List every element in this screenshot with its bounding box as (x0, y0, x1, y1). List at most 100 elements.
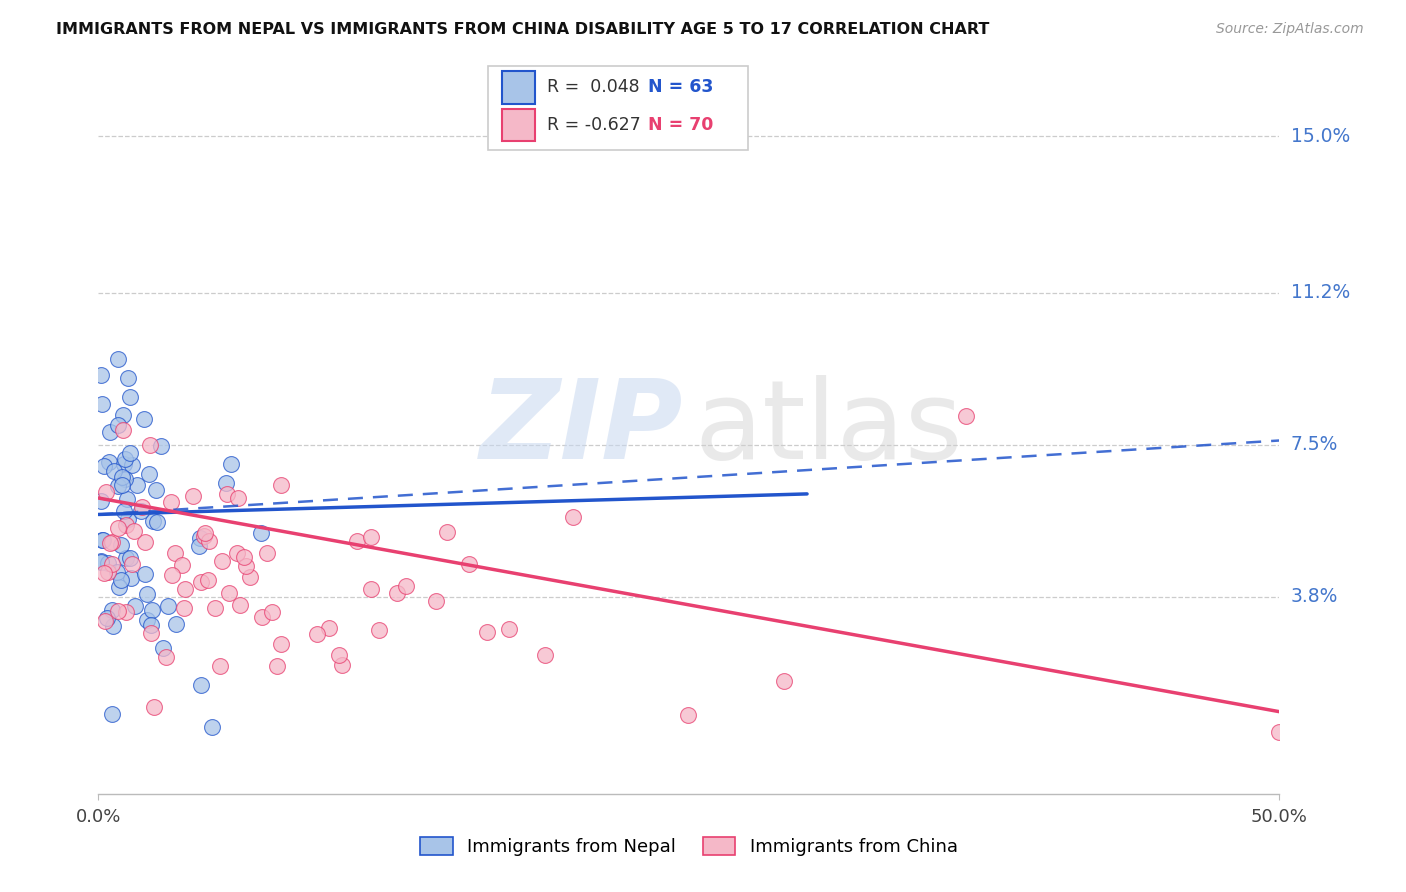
Point (100, 534, 122, 549)
Point (134, 567, 156, 582)
Point (134, 535, 156, 549)
Point (107, 352, 129, 367)
Point (101, 619, 124, 633)
Point (955, 409, 977, 423)
Point (193, 529, 215, 543)
Point (90, 368, 112, 382)
Point (142, 514, 165, 528)
Point (266, 659, 288, 673)
Point (139, 618, 162, 632)
Point (197, 534, 219, 549)
Point (211, 553, 233, 567)
Point (97, 455, 120, 469)
Point (305, 626, 328, 640)
Point (458, 558, 481, 572)
Point (229, 598, 252, 612)
Point (149, 439, 172, 453)
FancyBboxPatch shape (502, 109, 536, 142)
Point (100, 603, 122, 617)
Point (107, 418, 129, 433)
Point (143, 700, 166, 714)
Text: R =  0.048: R = 0.048 (547, 78, 640, 96)
Point (394, 578, 416, 592)
Point (232, 549, 254, 564)
Point (772, 673, 794, 688)
Point (217, 487, 239, 501)
Point (111, 423, 134, 437)
Point (173, 600, 195, 615)
Point (97, 556, 120, 570)
Point (330, 658, 353, 673)
Point (120, 571, 142, 585)
Legend: Immigrants from Nepal, Immigrants from China: Immigrants from Nepal, Immigrants from C… (411, 829, 967, 865)
Point (215, 476, 238, 491)
Text: IMMIGRANTS FROM NEPAL VS IMMIGRANTS FROM CHINA DISABILITY AGE 5 TO 17 CORRELATIO: IMMIGRANTS FROM NEPAL VS IMMIGRANTS FROM… (56, 22, 990, 37)
Point (209, 659, 232, 673)
Point (118, 390, 141, 404)
Point (121, 458, 143, 473)
Point (533, 648, 555, 662)
Point (101, 557, 124, 571)
Point (108, 580, 131, 594)
Point (110, 574, 132, 588)
Point (436, 525, 458, 540)
Point (194, 526, 217, 541)
Point (112, 504, 135, 518)
Point (475, 624, 498, 639)
Point (96, 611, 118, 625)
Point (387, 585, 409, 599)
Point (114, 605, 136, 619)
Point (368, 623, 391, 637)
Point (676, 707, 699, 722)
Text: 7.5%: 7.5% (1291, 435, 1339, 454)
Point (346, 534, 368, 549)
Point (190, 678, 212, 692)
Point (107, 521, 129, 535)
Point (235, 558, 257, 573)
Point (114, 471, 136, 485)
Point (162, 568, 184, 582)
Point (181, 489, 204, 503)
Text: atlas: atlas (695, 375, 963, 482)
Point (219, 457, 242, 471)
Point (204, 601, 226, 615)
Point (98, 536, 121, 550)
Point (117, 371, 139, 385)
Point (101, 707, 124, 722)
Point (173, 582, 195, 596)
Point (94, 484, 117, 499)
Text: N = 70: N = 70 (648, 116, 713, 134)
Point (141, 626, 163, 640)
Point (115, 550, 138, 565)
Point (360, 582, 382, 596)
Point (163, 546, 186, 560)
Point (498, 623, 520, 637)
Point (107, 478, 129, 492)
Point (190, 531, 212, 545)
Point (129, 504, 152, 518)
Point (93, 459, 115, 474)
Point (156, 599, 179, 613)
Point (249, 525, 271, 540)
Point (1268, 725, 1291, 739)
Point (239, 570, 262, 584)
Point (121, 557, 143, 571)
Point (115, 491, 138, 506)
Point (270, 637, 292, 651)
Text: R = -0.627: R = -0.627 (547, 116, 641, 134)
Point (250, 610, 273, 624)
Point (110, 538, 132, 552)
Point (111, 469, 134, 483)
Point (155, 650, 177, 665)
Point (112, 458, 135, 472)
Point (90, 554, 112, 568)
Point (135, 613, 157, 627)
Point (90, 555, 112, 569)
Point (218, 585, 240, 599)
Point (260, 605, 283, 619)
Point (141, 602, 163, 616)
Point (111, 409, 134, 423)
FancyBboxPatch shape (488, 66, 748, 150)
Point (98, 425, 121, 439)
Point (256, 546, 278, 560)
